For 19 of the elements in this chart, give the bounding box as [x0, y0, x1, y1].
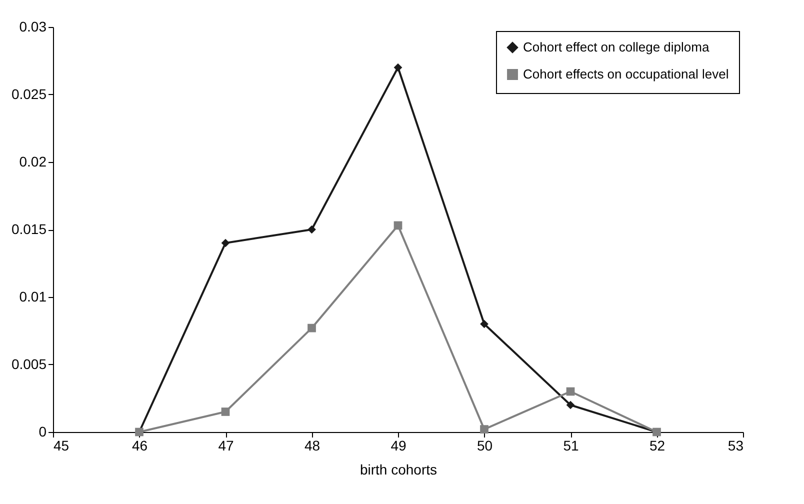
- x-tick-label: 53: [728, 438, 744, 454]
- y-tick-label: 0.005: [11, 356, 47, 372]
- x-axis-title: birth cohorts: [360, 462, 438, 478]
- x-tick-label: 45: [54, 438, 70, 454]
- x-tick-label: 51: [563, 438, 579, 454]
- y-tick-label: 0.025: [11, 86, 47, 102]
- y-tick-label: 0.03: [19, 18, 47, 34]
- x-tick-label: 52: [649, 438, 666, 454]
- x-tick-label: 48: [304, 438, 320, 454]
- x-tick-label: 46: [132, 438, 148, 454]
- y-tick-label: 0.015: [11, 221, 47, 237]
- y-tick-label: 0.02: [19, 154, 47, 170]
- x-tick-label: 49: [390, 438, 406, 454]
- x-tick-label: 47: [218, 438, 234, 454]
- x-tick-label: 50: [476, 438, 493, 454]
- legend-label: Cohort effects on occupational level: [523, 66, 729, 82]
- y-tick-label: 0.01: [19, 288, 47, 304]
- y-tick-label: 0: [38, 424, 47, 440]
- legend-label: Cohort effect on college diploma: [523, 40, 710, 54]
